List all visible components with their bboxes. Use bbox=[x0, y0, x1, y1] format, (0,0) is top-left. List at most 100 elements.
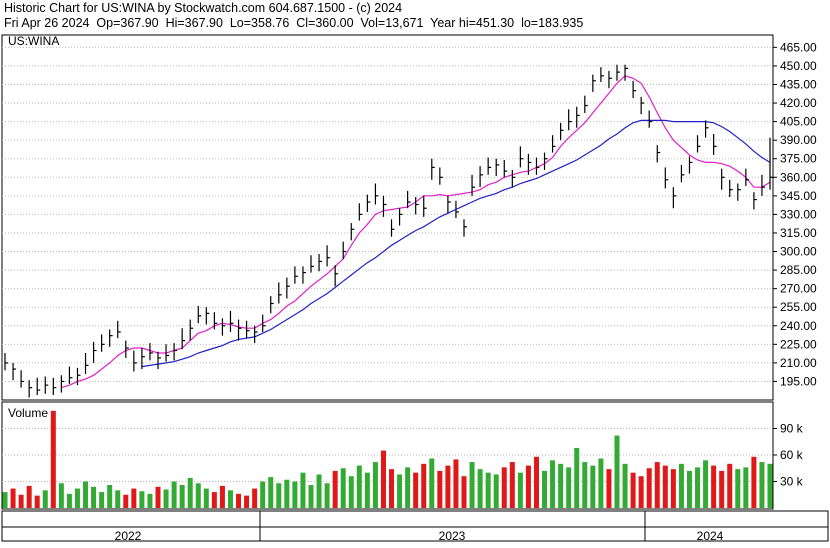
volume-bar bbox=[316, 474, 322, 508]
chart-title: Historic Chart for US:WINA by Stockwatch… bbox=[4, 1, 402, 15]
volume-bar bbox=[686, 470, 692, 508]
volume-bar bbox=[139, 491, 145, 508]
volume-bar bbox=[638, 476, 644, 508]
volume-bar bbox=[171, 481, 177, 508]
volume-bar bbox=[340, 468, 346, 508]
volume-bar bbox=[195, 483, 201, 508]
volume-bar bbox=[678, 463, 684, 508]
volume-bar bbox=[646, 468, 652, 508]
volume-bar bbox=[356, 465, 362, 508]
volume-bar bbox=[501, 467, 507, 508]
volume-bar bbox=[695, 467, 701, 508]
volume-bar bbox=[308, 485, 314, 508]
volume-bar bbox=[469, 462, 475, 508]
volume-bar bbox=[453, 459, 459, 508]
date-axis bbox=[1, 510, 829, 542]
y-tick-label: 330.00 bbox=[780, 207, 817, 221]
volume-bar bbox=[590, 465, 596, 508]
volume-bar bbox=[2, 492, 8, 508]
volume-bar bbox=[533, 456, 539, 508]
y-tick-label: 60 k bbox=[780, 448, 804, 462]
volume-bar bbox=[284, 479, 290, 508]
volume-bar bbox=[300, 472, 306, 508]
y-tick-label: 195.00 bbox=[780, 374, 817, 388]
volume-bar bbox=[179, 485, 185, 508]
volume-bar bbox=[711, 465, 717, 508]
volume-bar bbox=[219, 485, 225, 508]
volume-bar bbox=[147, 493, 153, 508]
y-tick-label: 375.00 bbox=[780, 152, 817, 166]
volume-bar bbox=[10, 488, 16, 508]
volume-bar bbox=[58, 483, 64, 508]
volume-bar bbox=[550, 460, 556, 508]
volume-bar bbox=[324, 483, 330, 508]
y-tick-label: 450.00 bbox=[780, 59, 817, 73]
y-tick-label: 435.00 bbox=[780, 77, 817, 91]
volume-bar bbox=[83, 481, 89, 508]
volume-bar bbox=[252, 488, 258, 508]
volume-bar bbox=[115, 490, 121, 508]
y-tick-label: 255.00 bbox=[780, 300, 817, 314]
volume-bar bbox=[389, 469, 395, 508]
volume-bar bbox=[244, 495, 250, 508]
y-tick-label: 30 k bbox=[780, 475, 804, 489]
volume-bar bbox=[364, 472, 370, 508]
volume-bar bbox=[477, 469, 483, 508]
volume-label: Volume bbox=[8, 406, 48, 420]
volume-bar bbox=[566, 467, 572, 508]
volume-bar bbox=[525, 465, 531, 508]
volume-bar bbox=[276, 483, 282, 508]
volume-bar bbox=[99, 492, 105, 508]
volume-bar bbox=[50, 410, 56, 508]
volume-bar bbox=[429, 458, 435, 508]
volume-bar bbox=[91, 486, 97, 508]
volume-bar bbox=[421, 463, 427, 508]
volume-bar bbox=[542, 470, 548, 508]
volume-bar bbox=[598, 458, 604, 508]
volume-bar bbox=[397, 474, 403, 508]
volume-bar bbox=[163, 489, 169, 508]
y-tick-label: 285.00 bbox=[780, 263, 817, 277]
volume-bar bbox=[211, 492, 217, 508]
volume-bar bbox=[413, 472, 419, 508]
y-tick-label: 345.00 bbox=[780, 189, 817, 203]
volume-bar bbox=[630, 472, 636, 508]
y-tick-label: 360.00 bbox=[780, 170, 817, 184]
symbol-label: US:WINA bbox=[8, 34, 59, 48]
volume-bar bbox=[107, 485, 113, 508]
volume-bar bbox=[332, 470, 338, 508]
volume-bar bbox=[582, 462, 588, 508]
volume-bar bbox=[493, 474, 499, 508]
volume-bar bbox=[372, 462, 378, 508]
volume-bar bbox=[767, 463, 773, 508]
y-tick-label: 315.00 bbox=[780, 226, 817, 240]
volume-bar bbox=[719, 470, 725, 508]
y-tick-label: 390.00 bbox=[780, 133, 817, 147]
volume-bar bbox=[18, 494, 24, 508]
y-tick-label: 270.00 bbox=[780, 282, 817, 296]
volume-bar bbox=[759, 462, 765, 508]
volume-bar bbox=[405, 467, 411, 508]
volume-bar bbox=[26, 485, 32, 508]
year-label: 2024 bbox=[697, 529, 724, 543]
volume-bar bbox=[751, 456, 757, 508]
volume-bar bbox=[437, 470, 443, 508]
volume-bar bbox=[155, 486, 161, 508]
y-tick-label: 465.00 bbox=[780, 40, 817, 54]
volume-bar bbox=[66, 493, 72, 508]
volume-bar bbox=[574, 447, 580, 508]
volume-bar bbox=[348, 476, 354, 508]
volume-bar bbox=[203, 488, 209, 508]
volume-bar bbox=[187, 477, 193, 508]
volume-bar bbox=[236, 493, 242, 508]
y-tick-label: 300.00 bbox=[780, 245, 817, 259]
volume-bar bbox=[654, 462, 660, 508]
volume-bar bbox=[42, 490, 48, 508]
volume-bar bbox=[445, 465, 451, 508]
y-tick-label: 405.00 bbox=[780, 115, 817, 129]
volume-bar bbox=[131, 488, 137, 508]
volume-bar bbox=[662, 465, 668, 508]
